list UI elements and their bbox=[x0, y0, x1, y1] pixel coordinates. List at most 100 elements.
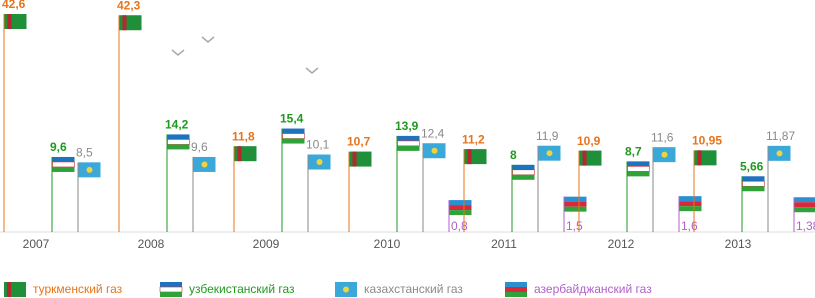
value-label: 1,5 bbox=[566, 219, 583, 233]
flag bbox=[512, 164, 535, 180]
flag-field bbox=[794, 202, 815, 208]
value-label: 8,7 bbox=[625, 145, 642, 159]
flag bbox=[52, 156, 75, 172]
flag-field bbox=[742, 180, 765, 187]
flag-stripe bbox=[7, 14, 12, 30]
value-label: 13,9 bbox=[395, 119, 419, 133]
chevron bbox=[171, 49, 185, 56]
flag-field bbox=[167, 144, 190, 150]
flag bbox=[78, 162, 101, 178]
flag-stripe bbox=[697, 150, 702, 166]
flag-field bbox=[627, 171, 650, 177]
flag-field bbox=[679, 201, 702, 207]
flag bbox=[794, 197, 815, 213]
x-tick-label: 2008 bbox=[138, 237, 165, 251]
chevron bbox=[201, 36, 215, 43]
flag-field bbox=[794, 207, 815, 213]
flag bbox=[349, 151, 372, 167]
value-label: 11,2 bbox=[462, 132, 485, 146]
flag-field bbox=[397, 140, 420, 147]
flag bbox=[679, 196, 702, 212]
flag-sun bbox=[86, 166, 93, 173]
flag-field bbox=[564, 196, 587, 202]
flag-stripe bbox=[122, 15, 127, 31]
value-label: 11,8 bbox=[232, 129, 255, 143]
flag-field bbox=[282, 133, 305, 139]
value-label: 10,95 bbox=[692, 134, 722, 148]
chevron bbox=[305, 67, 319, 74]
flag-sun bbox=[661, 151, 668, 158]
value-label: 42,3 bbox=[117, 0, 141, 12]
value-label: 8 bbox=[510, 148, 517, 162]
value-label: 12,4 bbox=[421, 126, 445, 140]
flag-field bbox=[505, 282, 527, 287]
legend-label: казахстанский газ bbox=[364, 282, 463, 296]
flag-field bbox=[449, 210, 472, 216]
value-label: 0,8 bbox=[451, 219, 468, 233]
x-tick-label: 2012 bbox=[608, 237, 635, 251]
flag bbox=[308, 154, 331, 170]
value-label: 15,4 bbox=[280, 112, 304, 126]
value-label: 14,2 bbox=[165, 118, 189, 132]
value-label: 9,6 bbox=[191, 140, 208, 154]
flag bbox=[464, 149, 487, 165]
flag bbox=[335, 282, 357, 297]
x-tick-label: 2009 bbox=[253, 237, 280, 251]
value-label: 11,9 bbox=[536, 129, 559, 143]
flag-field bbox=[282, 138, 305, 144]
flag-sun bbox=[546, 150, 553, 157]
flag-sun bbox=[343, 286, 349, 293]
flag bbox=[119, 15, 142, 31]
flag-field bbox=[742, 176, 765, 182]
flag-field bbox=[742, 186, 765, 192]
flag bbox=[4, 282, 26, 297]
flag-field bbox=[52, 156, 75, 162]
legend-label: азербайджанский газ bbox=[534, 282, 652, 296]
flag-field bbox=[512, 169, 535, 176]
flag-sun bbox=[316, 159, 323, 166]
flag-field bbox=[512, 174, 535, 180]
flag-sun bbox=[431, 147, 438, 154]
flag-sun bbox=[776, 150, 783, 157]
x-tick-label: 2007 bbox=[23, 237, 50, 251]
flag bbox=[397, 135, 420, 151]
flag-field bbox=[449, 200, 472, 206]
flag bbox=[449, 200, 472, 216]
flag-field bbox=[52, 161, 75, 168]
value-label: 11,6 bbox=[651, 130, 674, 144]
legend-label: туркменский газ bbox=[33, 282, 123, 296]
legend-label: узбекистанский газ bbox=[189, 282, 295, 296]
value-label: 8,5 bbox=[76, 146, 93, 160]
value-label: 1,6 bbox=[681, 219, 698, 233]
flag bbox=[282, 128, 305, 144]
flag bbox=[234, 146, 257, 162]
value-label: 10,1 bbox=[306, 138, 330, 152]
flag-field bbox=[564, 206, 587, 212]
value-label: 11,87 bbox=[766, 129, 795, 143]
flag bbox=[694, 150, 717, 166]
flag-field bbox=[282, 128, 305, 134]
flag-stripe bbox=[582, 150, 587, 166]
flag-field bbox=[679, 206, 702, 212]
flag-field bbox=[512, 164, 535, 170]
flag-field bbox=[627, 161, 650, 167]
flag bbox=[193, 156, 216, 172]
flag-field bbox=[160, 292, 182, 297]
flag bbox=[538, 145, 561, 161]
flag bbox=[564, 196, 587, 212]
flag-stripe bbox=[237, 146, 242, 162]
value-label: 10,9 bbox=[577, 134, 601, 148]
x-tick-label: 2013 bbox=[725, 237, 752, 251]
flag-field bbox=[167, 134, 190, 140]
flag bbox=[768, 145, 791, 161]
flag-field bbox=[159, 286, 183, 293]
flag-field bbox=[679, 196, 702, 202]
value-label: 10,7 bbox=[347, 135, 371, 149]
flag bbox=[505, 282, 527, 297]
flag-field bbox=[397, 145, 420, 151]
flag-stripe bbox=[467, 149, 472, 165]
value-label: 5,66 bbox=[740, 159, 764, 173]
flag-field bbox=[564, 201, 587, 207]
flag-field bbox=[627, 166, 650, 172]
